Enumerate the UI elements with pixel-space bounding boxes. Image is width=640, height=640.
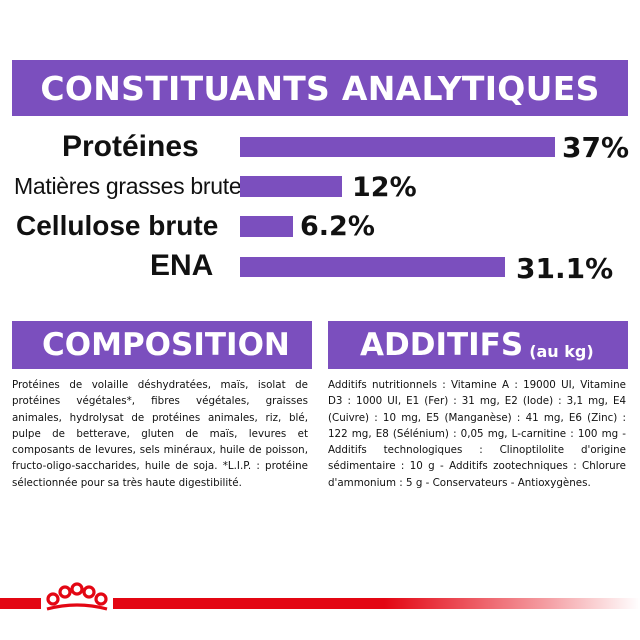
analytics-title: CONSTITUANTS ANALYTIQUES: [40, 68, 600, 108]
composition-banner: COMPOSITION: [12, 321, 312, 369]
analytics-value-cellulose: 6.2%: [300, 211, 375, 242]
footer-red-bar: [0, 598, 640, 609]
composition-text: Protéines de volaille déshydratées, maïs…: [12, 379, 308, 489]
additifs-banner: ADDITIFS (au kg): [328, 321, 628, 369]
additifs-title: ADDITIFS: [360, 327, 524, 363]
analytics-bar-ena: [240, 257, 505, 277]
analytics-title-banner: CONSTITUANTS ANALYTIQUES: [12, 60, 628, 116]
analytics-bar-cellulose: [240, 216, 293, 237]
analytics-label-cellulose: Cellulose brute: [16, 210, 219, 241]
additifs-subtitle: (au kg): [529, 341, 594, 361]
analytics-value-proteines: 37%: [562, 131, 630, 164]
analytics-bar-matieres-grasses: [240, 176, 342, 197]
analytics-bar-proteines: [240, 137, 555, 157]
analytics-label-matieres-grasses: Matières grasses brutes: [14, 173, 253, 199]
composition-title: COMPOSITION: [42, 327, 290, 363]
additifs-text: Additifs nutritionnels : Vitamine A : 19…: [328, 379, 626, 489]
analytics-value-ena: 31.1%: [516, 252, 614, 285]
analytics-label-proteines: Protéines: [62, 130, 199, 163]
analytics-value-matieres-grasses: 12%: [352, 172, 417, 203]
royal-canin-crown-icon: [41, 582, 113, 616]
analytics-label-ena: ENA: [150, 249, 214, 282]
